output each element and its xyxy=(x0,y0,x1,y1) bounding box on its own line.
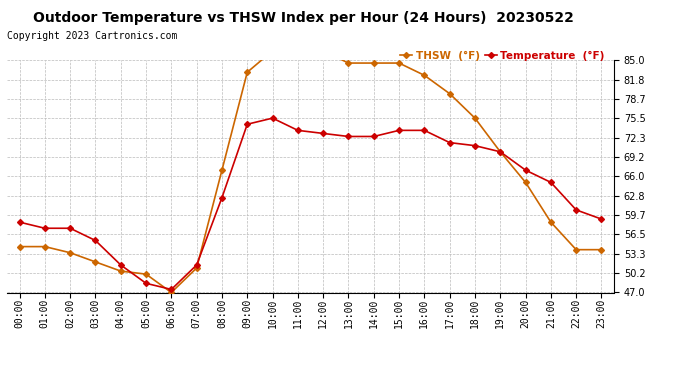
Legend: THSW  (°F), Temperature  (°F): THSW (°F), Temperature (°F) xyxy=(396,46,609,65)
THSW  (°F) xyxy=(522,180,530,184)
THSW  (°F) xyxy=(446,92,454,96)
Temperature  (°F) xyxy=(370,134,378,139)
Temperature  (°F) xyxy=(167,287,175,292)
THSW  (°F) xyxy=(243,70,251,75)
THSW  (°F) xyxy=(91,260,99,264)
THSW  (°F) xyxy=(471,116,479,120)
Temperature  (°F) xyxy=(546,180,555,184)
THSW  (°F) xyxy=(15,244,23,249)
Temperature  (°F) xyxy=(91,238,99,243)
Temperature  (°F) xyxy=(496,150,504,154)
Temperature  (°F) xyxy=(598,217,606,221)
Temperature  (°F) xyxy=(268,116,277,120)
Temperature  (°F) xyxy=(572,208,580,212)
Temperature  (°F) xyxy=(471,143,479,148)
THSW  (°F) xyxy=(598,248,606,252)
Temperature  (°F) xyxy=(344,134,353,139)
Temperature  (°F) xyxy=(420,128,428,133)
Temperature  (°F) xyxy=(15,220,23,224)
THSW  (°F) xyxy=(572,248,580,252)
Temperature  (°F) xyxy=(446,140,454,145)
Line: THSW  (°F): THSW (°F) xyxy=(17,47,604,295)
Temperature  (°F) xyxy=(193,263,201,267)
THSW  (°F) xyxy=(546,220,555,224)
THSW  (°F) xyxy=(496,150,504,154)
Temperature  (°F) xyxy=(522,168,530,172)
Temperature  (°F) xyxy=(142,281,150,286)
Temperature  (°F) xyxy=(294,128,302,133)
THSW  (°F) xyxy=(370,61,378,65)
THSW  (°F) xyxy=(268,49,277,53)
THSW  (°F) xyxy=(66,251,75,255)
Line: Temperature  (°F): Temperature (°F) xyxy=(17,116,604,291)
Text: Copyright 2023 Cartronics.com: Copyright 2023 Cartronics.com xyxy=(7,32,177,41)
Temperature  (°F) xyxy=(66,226,75,231)
THSW  (°F) xyxy=(344,61,353,65)
THSW  (°F) xyxy=(420,73,428,78)
Temperature  (°F) xyxy=(395,128,403,133)
THSW  (°F) xyxy=(193,266,201,270)
Temperature  (°F) xyxy=(319,131,327,136)
Temperature  (°F) xyxy=(243,122,251,126)
THSW  (°F) xyxy=(395,61,403,65)
THSW  (°F) xyxy=(319,49,327,53)
THSW  (°F) xyxy=(117,269,125,273)
THSW  (°F) xyxy=(218,168,226,172)
Temperature  (°F) xyxy=(218,195,226,200)
Temperature  (°F) xyxy=(41,226,49,231)
Text: Outdoor Temperature vs THSW Index per Hour (24 Hours)  20230522: Outdoor Temperature vs THSW Index per Ho… xyxy=(33,11,574,25)
THSW  (°F) xyxy=(41,244,49,249)
Temperature  (°F) xyxy=(117,263,125,267)
THSW  (°F) xyxy=(294,47,302,51)
THSW  (°F) xyxy=(142,272,150,276)
THSW  (°F) xyxy=(167,290,175,295)
